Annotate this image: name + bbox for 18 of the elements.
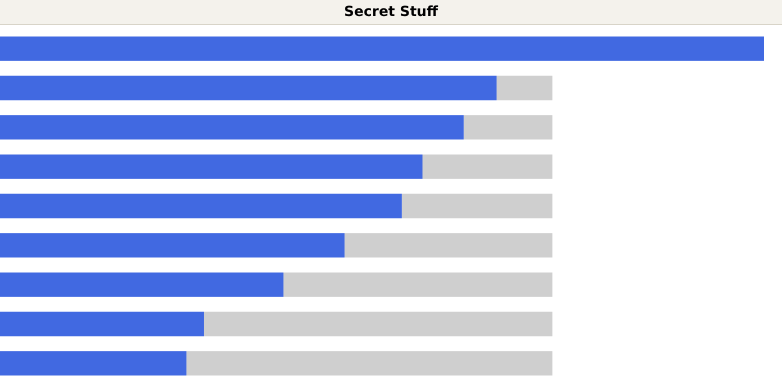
bar <box>0 115 464 140</box>
bar <box>344 233 552 258</box>
bar <box>464 115 552 140</box>
bar <box>186 351 552 376</box>
bar <box>0 272 284 297</box>
bar <box>0 312 204 336</box>
bar <box>0 154 422 179</box>
bar <box>204 312 552 336</box>
bar <box>0 233 345 258</box>
bar <box>283 272 552 297</box>
bar <box>0 76 497 100</box>
bar <box>422 154 552 179</box>
bar <box>0 194 402 218</box>
chart-title: Secret Stuff <box>0 0 782 25</box>
bar <box>0 36 764 61</box>
bar <box>0 351 186 376</box>
bar <box>496 76 552 100</box>
bar <box>402 194 552 218</box>
